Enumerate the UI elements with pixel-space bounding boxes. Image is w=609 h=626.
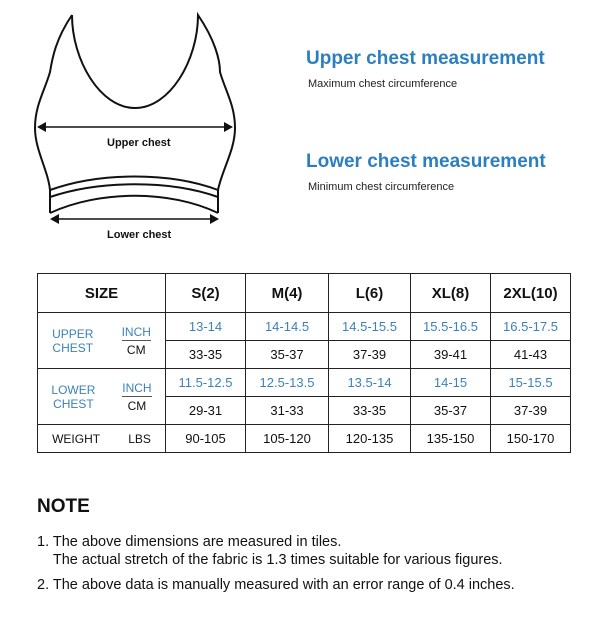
lower-chest-label-cell: LOWER CHEST INCH CM (37, 368, 166, 425)
weight-label-cell: WEIGHT LBS (37, 424, 166, 453)
table-row: UPPER CHEST INCH CM 13-14 14-14.5 14.5-15.… (37, 312, 571, 369)
size-col: M(4) (245, 273, 329, 313)
cell: 15-15.5 (490, 368, 571, 397)
cell: 150-170 (490, 424, 571, 453)
cell: 33-35 (165, 340, 246, 369)
cell: 120-135 (328, 424, 411, 453)
cell: 14.5-15.5 (328, 312, 411, 341)
cell: 14-15 (410, 368, 491, 397)
size-col: XL(8) (410, 273, 491, 313)
note-title: NOTE (37, 496, 90, 517)
note-item: The actual stretch of the fabric is 1.3 … (37, 552, 503, 568)
cell: 11.5-12.5 (165, 368, 246, 397)
table-row: LOWER CHEST INCH CM 11.5-12.5 12.5-13.5 13… (37, 368, 571, 425)
cell: 41-43 (490, 340, 571, 369)
size-table: SIZE S(2) M(4) L(6) XL(8) 2XL(10) UPPER C… (37, 273, 571, 453)
unit-inch: INCH (121, 325, 151, 341)
note-item: 2. The above data is manually measured w… (37, 577, 515, 593)
lower-chest-label: Lower chest (107, 229, 172, 241)
upper-measure-title: Upper chest measurement (306, 48, 545, 69)
cell: 33-35 (328, 396, 411, 425)
cell: 35-37 (245, 340, 329, 369)
size-header: SIZE (37, 273, 166, 313)
upper-chest-label-cell: UPPER CHEST INCH CM (37, 312, 166, 369)
row-label: CHEST (53, 396, 94, 411)
size-col: 2XL(10) (490, 273, 571, 313)
row-label: LOWER (51, 382, 96, 397)
cell: 15.5-16.5 (410, 312, 491, 341)
unit-cm: CM (126, 343, 146, 357)
cell: 31-33 (245, 396, 329, 425)
row-label: UPPER (52, 326, 94, 341)
table-row: WEIGHT LBS 90-105 105-120 120-135 135-150… (37, 424, 571, 453)
size-col: S(2) (165, 273, 246, 313)
lower-measure-subtitle: Minimum chest circumference (308, 181, 455, 193)
lower-measure-title: Lower chest measurement (306, 151, 546, 172)
cell: 37-39 (328, 340, 411, 369)
cell: 135-150 (410, 424, 491, 453)
bra-diagram (33, 11, 237, 224)
unit-inch: INCH (122, 381, 152, 397)
cell: 29-31 (165, 396, 246, 425)
cell: 12.5-13.5 (245, 368, 329, 397)
cell: 39-41 (410, 340, 491, 369)
row-label: WEIGHT (52, 431, 101, 446)
measure-lines (40, 126, 230, 220)
cell: 14-14.5 (245, 312, 329, 341)
bra-outline-right (71, 11, 237, 191)
bra-outline-left (33, 14, 73, 191)
cell: 13-14 (165, 312, 246, 341)
cell: 37-39 (490, 396, 571, 425)
cell: 90-105 (165, 424, 246, 453)
upper-chest-label: Upper chest (107, 137, 171, 149)
cell: 35-37 (410, 396, 491, 425)
note-item: 1. The above dimensions are measured in … (37, 534, 342, 550)
row-label: CHEST (52, 340, 94, 355)
unit-cm: CM (127, 399, 147, 413)
cell: 105-120 (245, 424, 329, 453)
size-col: L(6) (328, 273, 411, 313)
unit-lbs: LBS (128, 431, 151, 446)
table-row: 33-35 35-37 37-39 39-41 41-43 (38, 340, 571, 369)
band-top (49, 175, 219, 191)
cell: 13.5-14 (328, 368, 411, 397)
band-bottom (49, 194, 219, 214)
upper-measure-subtitle: Maximum chest circumference (308, 78, 458, 90)
cell: 16.5-17.5 (490, 312, 571, 341)
table-header-row: SIZE S(2) M(4) L(6) XL(8) 2XL(10) (37, 273, 571, 313)
